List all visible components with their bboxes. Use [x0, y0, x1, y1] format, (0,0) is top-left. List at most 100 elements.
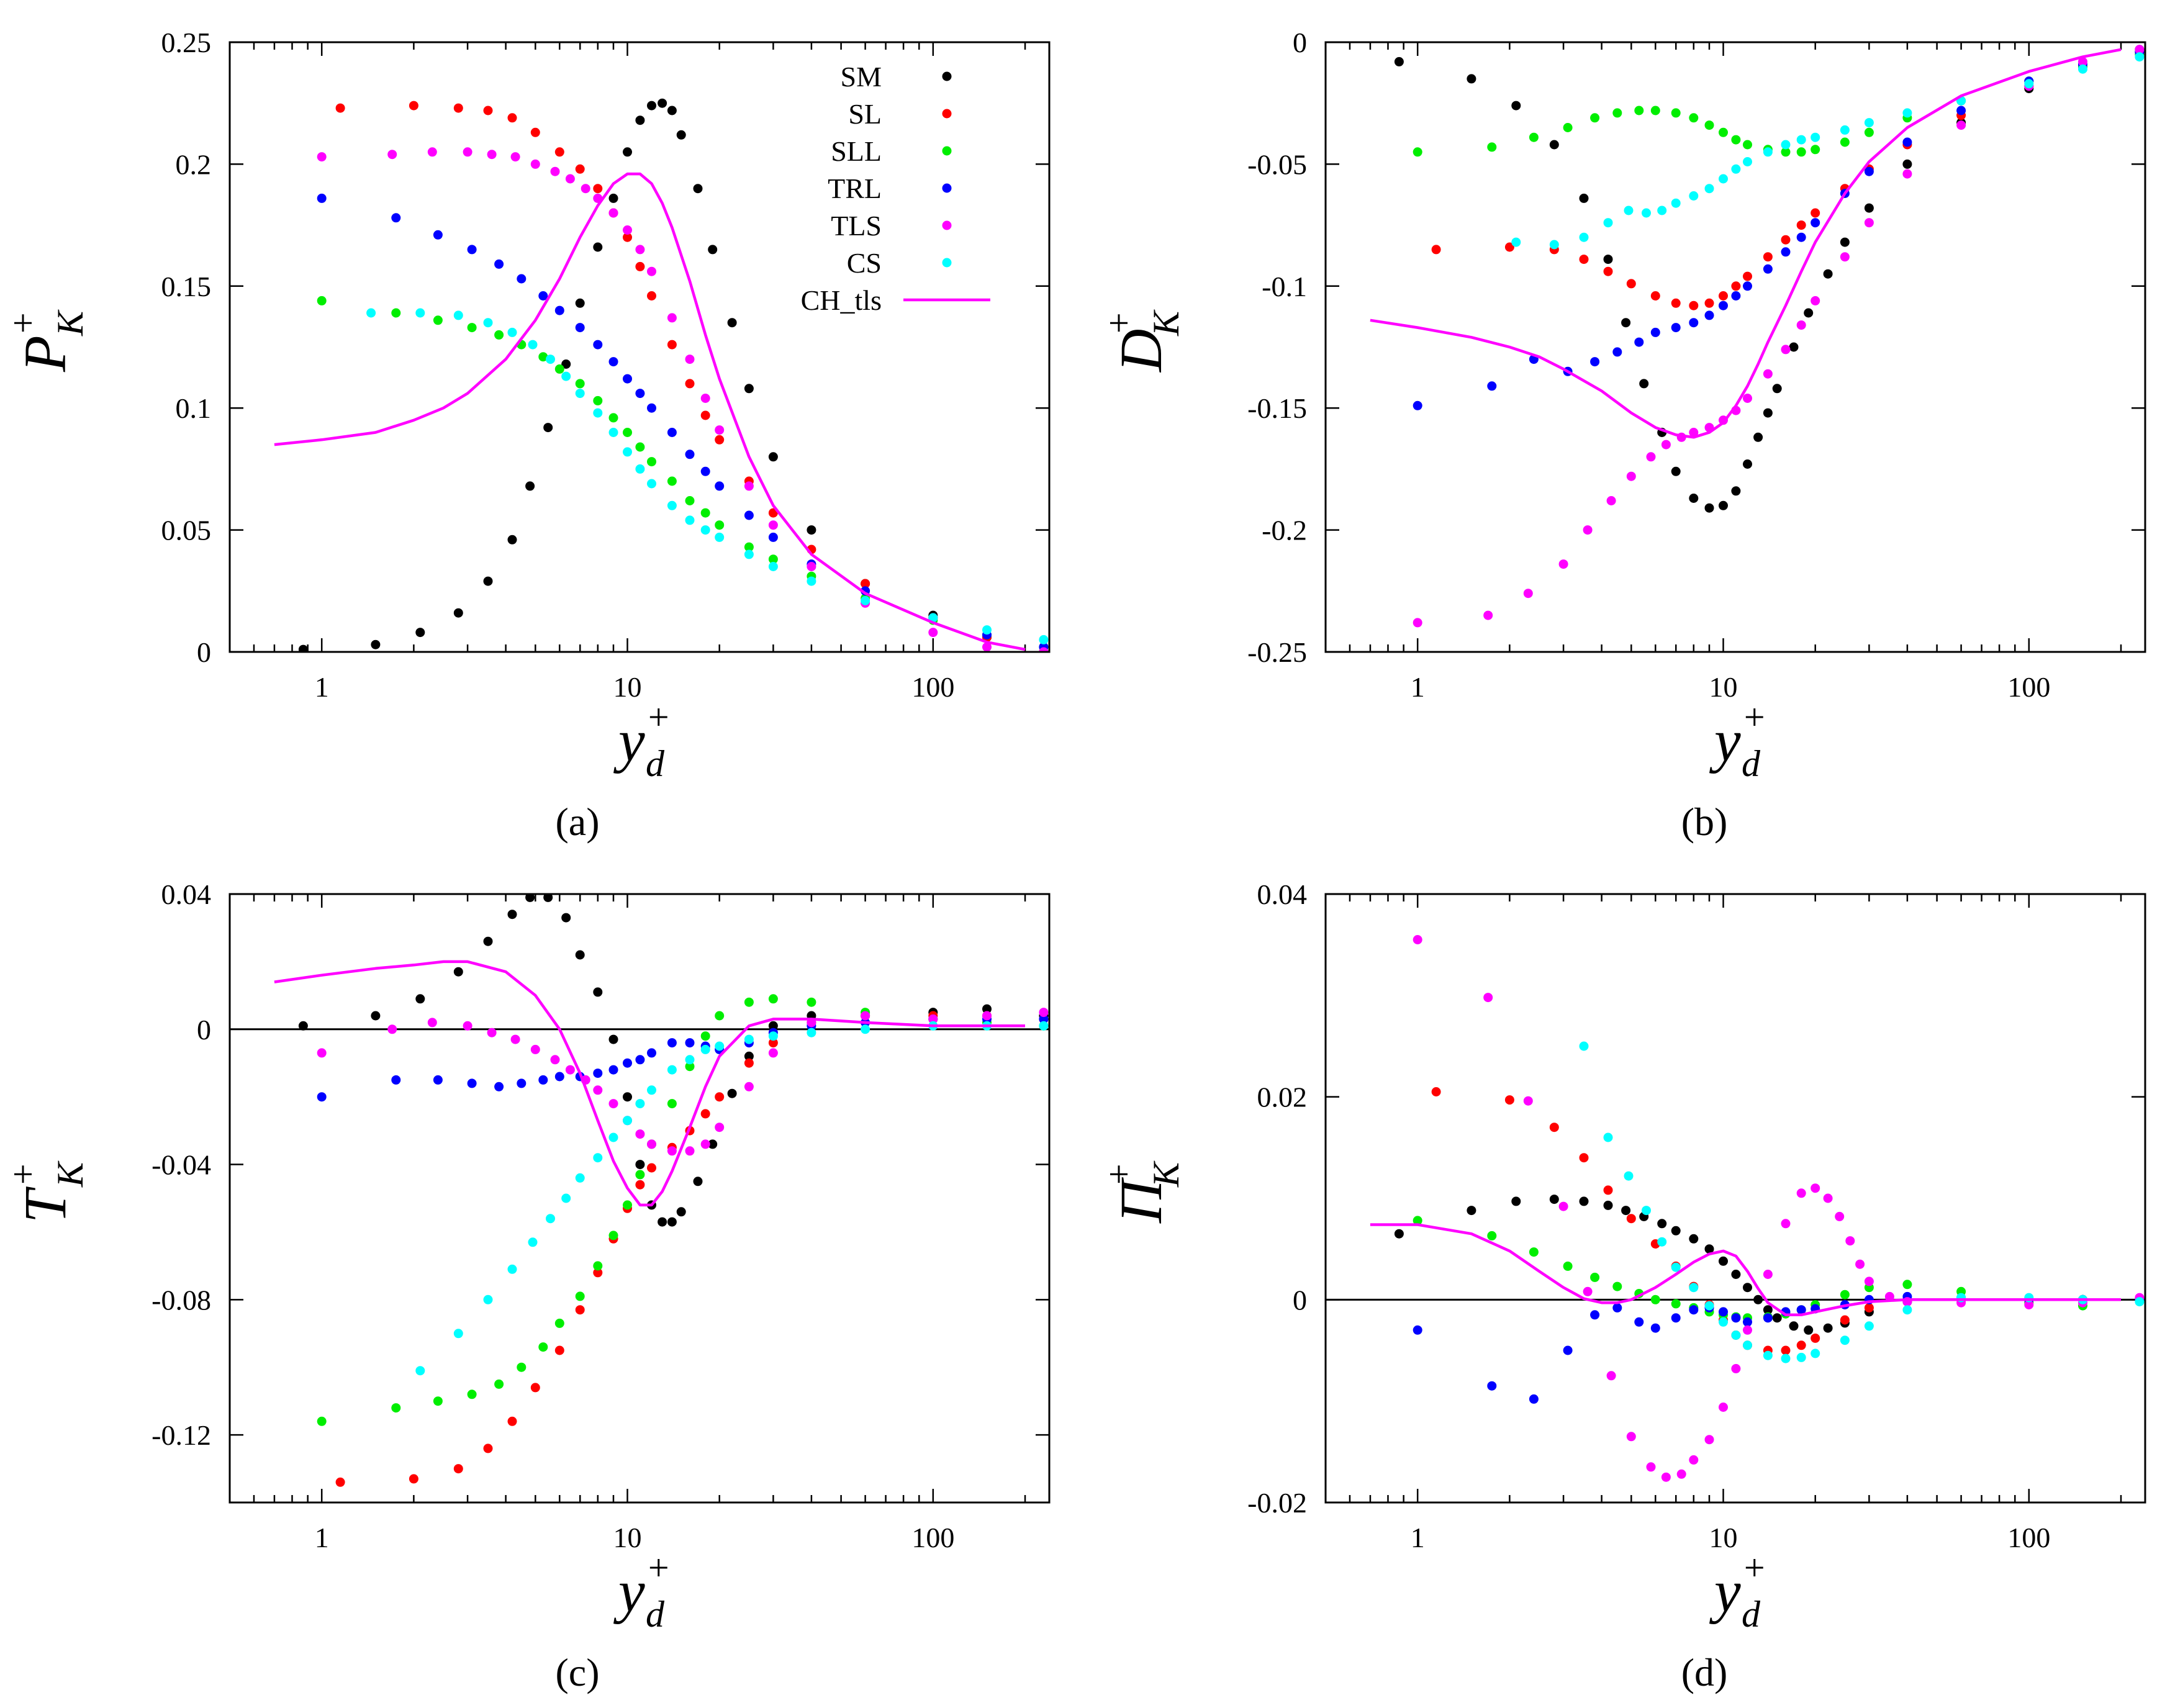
- data-point: [507, 327, 517, 337]
- data-point: [317, 1048, 327, 1058]
- data-point: [507, 113, 517, 123]
- data-point: [635, 464, 645, 474]
- data-point: [483, 106, 493, 115]
- y-axis-label: T+ K: [2, 1160, 91, 1223]
- y-tick-label: 0.05: [161, 515, 212, 546]
- y-tick-label: -0.25: [1247, 636, 1307, 668]
- data-point: [708, 245, 718, 255]
- data-point: [1840, 252, 1850, 262]
- data-point: [554, 1072, 564, 1082]
- series-sl: [1431, 47, 2145, 310]
- data-point: [561, 913, 571, 923]
- data-point: [1583, 1286, 1593, 1296]
- data-point: [635, 1129, 645, 1139]
- data-point: [685, 1146, 695, 1156]
- data-point: [693, 1177, 703, 1186]
- data-point: [335, 103, 345, 113]
- data-point: [647, 479, 656, 489]
- data-point: [1413, 935, 1422, 944]
- data-point: [1039, 1021, 1049, 1031]
- data-point: [1840, 237, 1850, 247]
- y-tick-label: 0: [1293, 1284, 1307, 1316]
- data-point: [1394, 56, 1404, 66]
- data-point: [1731, 486, 1741, 496]
- data-point: [1743, 459, 1752, 469]
- series-cs: [1511, 52, 2145, 250]
- data-point: [727, 318, 737, 328]
- data-point: [1689, 318, 1699, 328]
- legend-label: CS: [847, 247, 882, 279]
- data-point: [1039, 647, 1049, 652]
- data-point: [700, 1109, 710, 1119]
- data-point: [554, 1318, 564, 1328]
- data-point: [1781, 147, 1791, 157]
- data-point: [982, 1004, 992, 1014]
- data-point: [554, 147, 564, 157]
- data-point: [608, 428, 618, 437]
- data-point: [1603, 1185, 1613, 1195]
- data-point: [2024, 1300, 2034, 1309]
- data-point: [768, 532, 778, 542]
- data-point: [667, 428, 677, 437]
- data-point: [494, 1379, 504, 1389]
- data-point: [1558, 1201, 1568, 1211]
- data-point: [608, 357, 618, 367]
- x-tick-label: 10: [1709, 1522, 1738, 1553]
- data-point: [1626, 1432, 1636, 1442]
- series-ch-tls: [1370, 1223, 2121, 1317]
- data-point: [1743, 1325, 1752, 1335]
- data-point: [317, 1416, 327, 1426]
- data-point: [1603, 266, 1613, 276]
- data-point: [635, 1160, 645, 1170]
- legend-entry-cs: CS: [847, 247, 952, 279]
- data-point: [1743, 1283, 1752, 1293]
- data-point: [1731, 1313, 1741, 1323]
- data-point: [2024, 79, 2034, 89]
- data-point: [463, 147, 472, 157]
- data-point: [507, 535, 517, 544]
- data-point: [807, 562, 816, 571]
- data-point: [1840, 1335, 1850, 1345]
- y-axis-label-main: T: [12, 1186, 78, 1223]
- data-point: [391, 213, 401, 223]
- data-point: [928, 613, 938, 623]
- data-point: [1657, 1237, 1667, 1247]
- data-point: [1603, 218, 1613, 228]
- plot-area: [1370, 45, 2145, 628]
- data-point: [1811, 132, 1820, 142]
- y-axis-label-sub: K: [1146, 309, 1187, 337]
- data-point: [1671, 1262, 1681, 1272]
- data-point: [608, 208, 618, 218]
- x-tick-label: 10: [613, 671, 642, 703]
- data-point: [1671, 323, 1681, 333]
- data-point: [1796, 320, 1806, 330]
- data-point: [1781, 1345, 1791, 1355]
- data-point: [1781, 345, 1791, 355]
- data-point: [685, 1055, 695, 1065]
- data-point: [1626, 1214, 1636, 1224]
- data-point: [433, 230, 443, 240]
- series-ch-tls: [274, 172, 1026, 651]
- data-point: [554, 305, 564, 315]
- x-tick-label: 100: [911, 671, 954, 703]
- data-point: [708, 1139, 718, 1149]
- y-axis-label-sup: +: [1098, 311, 1139, 337]
- series-cs: [366, 308, 1049, 644]
- data-point: [667, 1099, 677, 1109]
- data-point: [453, 103, 463, 113]
- data-point: [467, 323, 477, 333]
- data-point: [427, 147, 437, 157]
- data-point: [1646, 1462, 1656, 1472]
- data-point: [1624, 206, 1634, 215]
- data-point: [1704, 120, 1714, 130]
- legend-entry-trl: TRL: [828, 173, 952, 204]
- data-point: [525, 481, 535, 491]
- data-point: [1650, 106, 1660, 115]
- data-point: [700, 525, 710, 535]
- data-point: [1689, 113, 1699, 123]
- data-point: [453, 310, 463, 320]
- data-point: [1634, 337, 1644, 347]
- data-point: [494, 1082, 504, 1091]
- data-point: [543, 423, 553, 433]
- data-point: [1431, 1087, 1441, 1096]
